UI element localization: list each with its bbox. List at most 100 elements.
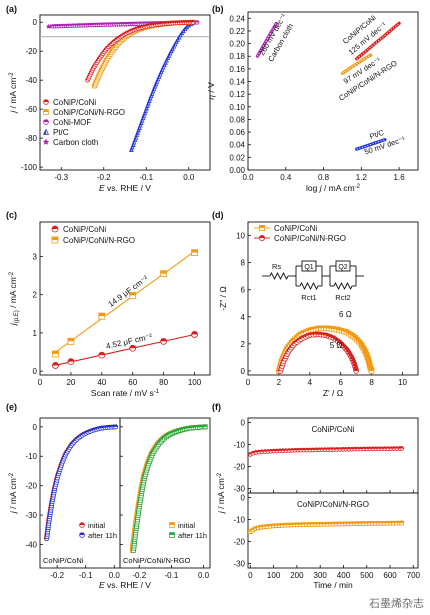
data-point bbox=[129, 144, 135, 150]
resistor-rs bbox=[269, 271, 289, 281]
marker-fill bbox=[337, 522, 342, 524]
x-axis-label: E vs. RHE / V bbox=[99, 580, 151, 590]
y-tick-label: -40 bbox=[25, 76, 37, 85]
x-tick-label: 40 bbox=[97, 378, 106, 387]
x-tick-label: 0 bbox=[246, 378, 251, 387]
marker-fill bbox=[142, 113, 144, 118]
marker-fill bbox=[149, 94, 152, 98]
marker-fill bbox=[328, 522, 333, 525]
y-tick-label: 0.22 bbox=[229, 27, 245, 36]
marker-fill bbox=[262, 524, 267, 527]
marker-fill bbox=[162, 63, 165, 67]
x-tick-label: -0.1 bbox=[79, 571, 93, 580]
y-tick-label: -20 bbox=[233, 538, 245, 547]
marker-fill bbox=[349, 521, 354, 524]
marker-fill bbox=[360, 345, 366, 348]
data-point bbox=[170, 46, 175, 51]
marker-fill bbox=[79, 532, 85, 535]
y-tick-label: -10 bbox=[25, 452, 37, 461]
marker-fill bbox=[185, 25, 187, 29]
y-tick-label: -20 bbox=[233, 463, 245, 472]
marker-fill bbox=[135, 130, 138, 135]
marker-fill bbox=[313, 522, 318, 525]
data-point bbox=[165, 55, 171, 61]
marker-fill bbox=[155, 79, 157, 84]
marker-fill bbox=[391, 521, 396, 524]
data-point bbox=[174, 39, 179, 44]
circuit-label-q1: Q1 bbox=[304, 264, 313, 271]
y-tick-label: 0.12 bbox=[229, 90, 245, 99]
marker-fill bbox=[301, 522, 306, 525]
plot-layer bbox=[40, 19, 404, 553]
data-point bbox=[148, 93, 154, 99]
data-point bbox=[157, 71, 163, 77]
marker-fill bbox=[367, 364, 373, 368]
marker-fill bbox=[250, 528, 255, 530]
y-tick-label: 0.04 bbox=[229, 141, 245, 150]
data-point bbox=[399, 446, 404, 451]
marker-fill bbox=[271, 524, 276, 526]
legend-label: CoNi-MOF bbox=[53, 118, 91, 127]
legend-marker bbox=[42, 138, 50, 145]
y-axis-label: j(p,E) / mA cm-2 bbox=[8, 271, 20, 326]
marker-fill bbox=[259, 525, 264, 528]
y-tick-label: 0 bbox=[33, 423, 38, 432]
text-layer: (a)-0.3 -0.2 -0.1 0.00-20-40-60-80-100CoNiP… bbox=[6, 4, 421, 590]
x-axis-label: log j / mA cm-2 bbox=[306, 183, 361, 193]
data-point bbox=[171, 43, 177, 49]
marker-fill bbox=[353, 368, 359, 371]
data-point bbox=[67, 337, 75, 345]
marker-fill bbox=[367, 521, 372, 524]
y-tick-label: 0.06 bbox=[229, 128, 245, 137]
y-tick-label: 0.20 bbox=[229, 40, 245, 49]
y-tick-label: 2 bbox=[33, 291, 38, 300]
y-tick-label: 1 bbox=[33, 329, 38, 338]
circuit-label-rct1: Rct1 bbox=[301, 293, 316, 302]
x-tick-label: 400 bbox=[337, 571, 351, 580]
y-tick-label: 0.00 bbox=[229, 166, 245, 175]
data-point bbox=[138, 120, 144, 125]
x-tick-label: 500 bbox=[360, 571, 374, 580]
marker-fill bbox=[366, 357, 371, 360]
marker-fill bbox=[43, 109, 49, 112]
x-tick-label: 0.4 bbox=[280, 173, 292, 182]
marker-fill bbox=[283, 523, 288, 526]
data-point bbox=[140, 115, 146, 121]
x-tick-label: 8 bbox=[369, 378, 374, 387]
marker-fill bbox=[158, 72, 161, 77]
marker-fill bbox=[256, 525, 261, 528]
marker-fill bbox=[98, 352, 105, 356]
marker-fill bbox=[370, 521, 375, 524]
y-tick-label: 0.10 bbox=[229, 103, 245, 112]
x-axis-label: Scan rate / mV s-1 bbox=[91, 388, 160, 398]
marker-fill bbox=[343, 521, 348, 524]
y-tick-label: -100 bbox=[21, 163, 38, 172]
y-tick-label: 8 bbox=[241, 259, 246, 268]
marker-fill bbox=[399, 446, 404, 449]
x-tick-label: 0.0 bbox=[109, 571, 121, 580]
marker-fill bbox=[129, 148, 132, 152]
data-point bbox=[353, 368, 359, 374]
marker-fill bbox=[191, 20, 195, 23]
data-point bbox=[399, 520, 404, 526]
marker-fill bbox=[137, 126, 140, 130]
x-tick-label: 20 bbox=[66, 378, 75, 387]
marker-fill bbox=[43, 129, 46, 135]
marker-fill bbox=[113, 424, 118, 427]
y-axis-label: η / V bbox=[206, 82, 216, 100]
y-tick-label: 0.14 bbox=[229, 78, 245, 87]
marker-fill bbox=[145, 104, 148, 108]
marker-fill bbox=[160, 270, 167, 274]
y-tick-label: 0 bbox=[33, 18, 38, 27]
x-tick-label: -0.2 bbox=[132, 571, 146, 580]
data-point bbox=[129, 147, 134, 152]
data-point bbox=[202, 424, 208, 430]
x-tick-label: 600 bbox=[383, 571, 397, 580]
legend-marker bbox=[258, 224, 265, 231]
y-axis-label: j / mA cm-2 bbox=[216, 472, 226, 514]
tafel-band-hatch bbox=[257, 23, 277, 57]
series-conip-coni-n-rgo bbox=[340, 53, 373, 75]
y-axis-label: j / mA cm-2 bbox=[8, 472, 18, 514]
legend-label: Carbon cloth bbox=[53, 138, 98, 147]
marker-fill bbox=[52, 226, 58, 229]
